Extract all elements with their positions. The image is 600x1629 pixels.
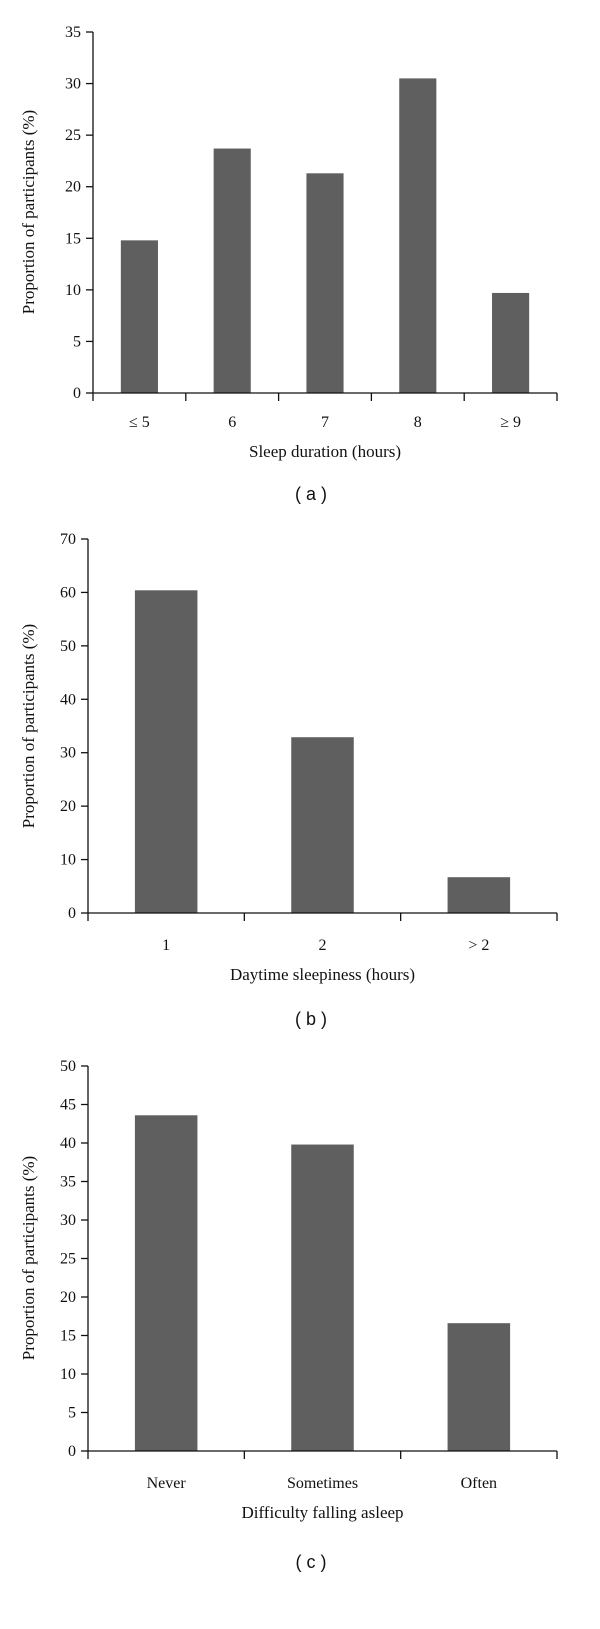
y-tick-label: 20 (60, 798, 76, 815)
x-axis-title: Daytime sleepiness (hours) (230, 965, 415, 984)
x-tick-label: Often (461, 1475, 497, 1492)
y-tick-label: 5 (68, 1405, 76, 1422)
bar-2 (291, 1144, 354, 1451)
y-tick-label: 25 (60, 1251, 76, 1268)
y-tick-label: 35 (65, 24, 81, 41)
y-tick-label: 60 (60, 584, 76, 601)
y-tick-label: 50 (60, 1058, 76, 1075)
panel-label: ( a ) (295, 484, 327, 504)
bar-3 (447, 877, 511, 913)
y-tick-label: 5 (73, 333, 81, 350)
bar-1 (120, 240, 158, 393)
y-tick-label: 0 (68, 1443, 76, 1460)
y-tick-label: 10 (65, 282, 81, 299)
y-axis-title: Proportion of participants (%) (19, 624, 38, 828)
y-tick-label: 30 (60, 1212, 76, 1229)
x-tick-label: Never (147, 1475, 187, 1492)
y-tick-label: 10 (60, 1366, 76, 1383)
y-tick-label: 70 (60, 531, 76, 548)
x-tick-label: 2 (319, 937, 327, 954)
bar-1 (134, 590, 198, 913)
x-tick-label: 6 (228, 414, 236, 431)
bar-5 (492, 292, 530, 393)
y-tick-label: 0 (73, 385, 81, 402)
bar-2 (213, 148, 251, 393)
bar-2 (291, 737, 354, 913)
x-tick-label: 1 (162, 937, 170, 954)
bar-1 (134, 1115, 198, 1451)
chart-panel-a: 0 5 10 15 20 25 30 35 ≤ 5 6 7 8 ≥ 9 Sleep duration (h… (19, 24, 558, 504)
y-tick-label: 45 (60, 1097, 76, 1114)
bar-3 (447, 1323, 511, 1451)
y-tick-label: 10 (60, 852, 76, 869)
y-tick-label: 15 (65, 230, 81, 247)
x-axis-title: Sleep duration (hours) (249, 442, 401, 461)
bar-4 (399, 78, 437, 393)
y-tick-label: 20 (65, 179, 81, 196)
x-tick-label: > 2 (468, 937, 489, 954)
y-axis-title: Proportion of participants (%) (19, 1156, 38, 1360)
y-tick-label: 35 (60, 1174, 76, 1191)
y-tick-label: 30 (60, 745, 76, 762)
y-tick-label: 40 (60, 1135, 76, 1152)
x-tick-label: 7 (321, 414, 329, 431)
x-tick-label: Sometimes (287, 1475, 358, 1492)
panel-label: ( b ) (295, 1009, 327, 1029)
y-tick-label: 0 (68, 905, 76, 922)
x-tick-label: ≥ 9 (500, 414, 521, 431)
y-tick-label: 50 (60, 638, 76, 655)
x-tick-label: ≤ 5 (129, 414, 150, 431)
chart-panel-c: 0 5 10 15 20 25 30 35 40 45 50 Never Sometimes Often D… (19, 1058, 558, 1572)
y-tick-label: 40 (60, 691, 76, 708)
panel-label: ( c ) (296, 1552, 327, 1572)
y-tick-label: 20 (60, 1289, 76, 1306)
y-axis-title: Proportion of participants (%) (19, 110, 38, 314)
y-tick-label: 30 (65, 76, 81, 93)
x-tick-label: 8 (414, 414, 422, 431)
x-axis-title: Difficulty falling asleep (241, 1503, 403, 1522)
y-tick-label: 15 (60, 1328, 76, 1345)
bar-3 (306, 173, 344, 393)
y-tick-label: 25 (65, 127, 81, 144)
chart-panel-b: 0 10 20 30 40 50 60 70 1 2 > 2 Daytime sleepiness (… (19, 531, 558, 1029)
